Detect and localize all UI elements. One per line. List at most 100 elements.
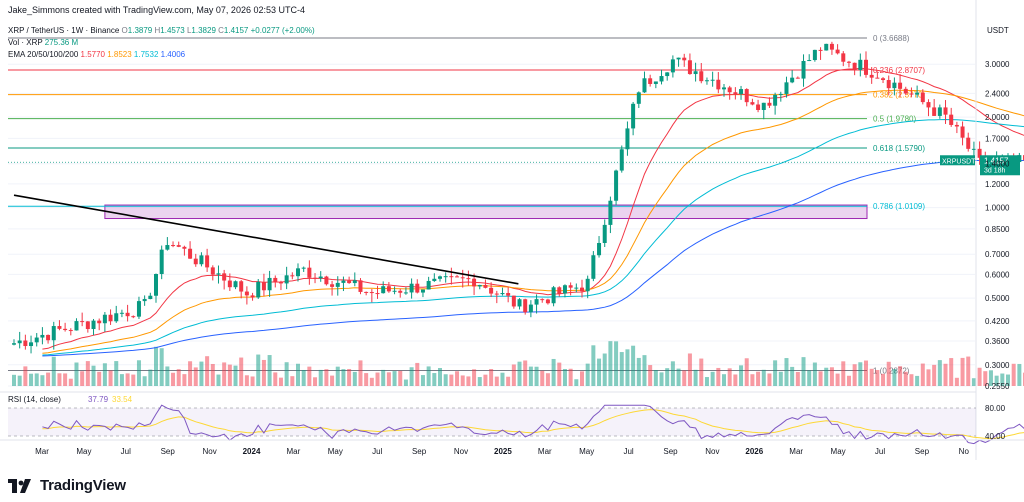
candle-body [483, 284, 488, 288]
candle-body [511, 295, 516, 307]
volume-bar [398, 370, 403, 386]
volume-bar [188, 361, 193, 386]
volume-bar [154, 346, 158, 386]
candle-body [943, 107, 948, 115]
candle-body [455, 276, 460, 278]
candle-body [51, 326, 56, 341]
volume-bar [307, 366, 312, 386]
candle-body [551, 287, 556, 304]
candle-body [91, 320, 96, 330]
volume-bar [915, 375, 920, 386]
ohlc-high: 1.4573 [160, 26, 185, 35]
tradingview-logo[interactable]: TradingView [8, 477, 126, 494]
volume-bar [114, 361, 119, 386]
volume-bar [358, 360, 363, 386]
volume-bar [494, 376, 499, 386]
volume-bar [131, 374, 136, 386]
volume-bar [966, 356, 971, 386]
volume-bar [301, 369, 306, 386]
candle-body [858, 59, 863, 70]
tradingview-logo-icon [8, 478, 34, 493]
volume-bar [977, 367, 982, 386]
price-tick-label: 1.2000 [985, 180, 1010, 189]
rsi-line [42, 404, 1024, 445]
volume-bar [46, 372, 51, 386]
volume-bar [511, 364, 516, 386]
volume-bar [85, 361, 90, 386]
volume-bar [1006, 374, 1010, 386]
volume-bar [727, 368, 732, 386]
volume-bar [63, 373, 68, 386]
candle-body [676, 57, 681, 60]
rsi-tick-label: 80.00 [985, 404, 1006, 413]
candle-body [261, 281, 266, 291]
price-tick-label: 0.7000 [985, 250, 1010, 259]
candle-body [267, 277, 272, 291]
fib-label: 0.382 (2.3770) [873, 91, 925, 100]
time-tick-label: No [959, 447, 970, 456]
candle-body [171, 245, 176, 247]
volume-bar [574, 379, 579, 386]
volume-bar [205, 356, 210, 386]
time-tick-label: Jul [121, 447, 131, 456]
volume-bar [614, 341, 619, 386]
volume-bar [449, 374, 454, 386]
volume-bar [591, 345, 596, 386]
price-tick-label: 0.4200 [985, 317, 1010, 326]
candle-body [636, 92, 641, 104]
candle-body [687, 60, 692, 75]
candle-body [296, 268, 300, 277]
price-tick-label: 1.7000 [985, 134, 1010, 143]
volume-legend[interactable]: Vol · XRP 275.36 M [8, 38, 78, 47]
volume-bar [693, 369, 698, 386]
volume-bar [483, 374, 488, 386]
volume-bar [528, 366, 533, 386]
volume-bar [699, 358, 704, 386]
volume-bar [34, 373, 39, 386]
price-tick-label: 3.0000 [985, 60, 1010, 69]
ohlc-high-label: H [154, 26, 161, 35]
volume-bar [506, 376, 511, 386]
volume-bar [562, 368, 567, 386]
price-tick-label: 1.0000 [985, 204, 1010, 213]
resistance-trendline [13, 194, 519, 285]
symbol-legend[interactable]: XRP / TetherUS · 1W · Binance O1.3879 H1… [8, 26, 315, 35]
candle-body [432, 278, 437, 281]
ema-50-line [42, 89, 1024, 354]
candle-body [85, 321, 90, 330]
candle-body [926, 102, 931, 108]
candle-body [159, 249, 164, 275]
candle-body [733, 92, 738, 94]
volume-bar [193, 367, 198, 386]
candle-body [358, 280, 363, 292]
candle-body [767, 102, 772, 106]
fib-label: 1 (0.2872) [873, 366, 910, 375]
candle-body [631, 103, 636, 129]
volume-bar [199, 361, 204, 386]
candle-body [756, 104, 761, 110]
volume-bar [903, 371, 908, 386]
candle-body [63, 328, 68, 331]
volume-bar [790, 366, 795, 386]
candle-body [966, 137, 971, 149]
time-tick-label: Jul [623, 447, 633, 456]
volume-bar [653, 369, 658, 386]
candle-body [642, 78, 647, 93]
time-tick-label: May [328, 447, 343, 456]
volume-bar [750, 374, 755, 386]
volume-bar [318, 369, 323, 386]
volume-bar [40, 375, 45, 386]
rsi-ma-value: 33.54 [112, 395, 133, 404]
volume-bar [324, 369, 329, 386]
candle-body [716, 79, 721, 90]
candle-body [352, 280, 357, 284]
volume-bar [341, 369, 346, 386]
candle-body [949, 114, 954, 125]
candle-body [625, 128, 630, 150]
volume-bar [313, 377, 318, 386]
candle-body [562, 285, 567, 294]
ema-legend[interactable]: EMA 20/50/100/200 1.5770 1.8523 1.7532 1… [8, 50, 185, 59]
symbol-name[interactable]: XRP / TetherUS · 1W · Binance [8, 26, 120, 35]
volume-bar [261, 359, 266, 386]
